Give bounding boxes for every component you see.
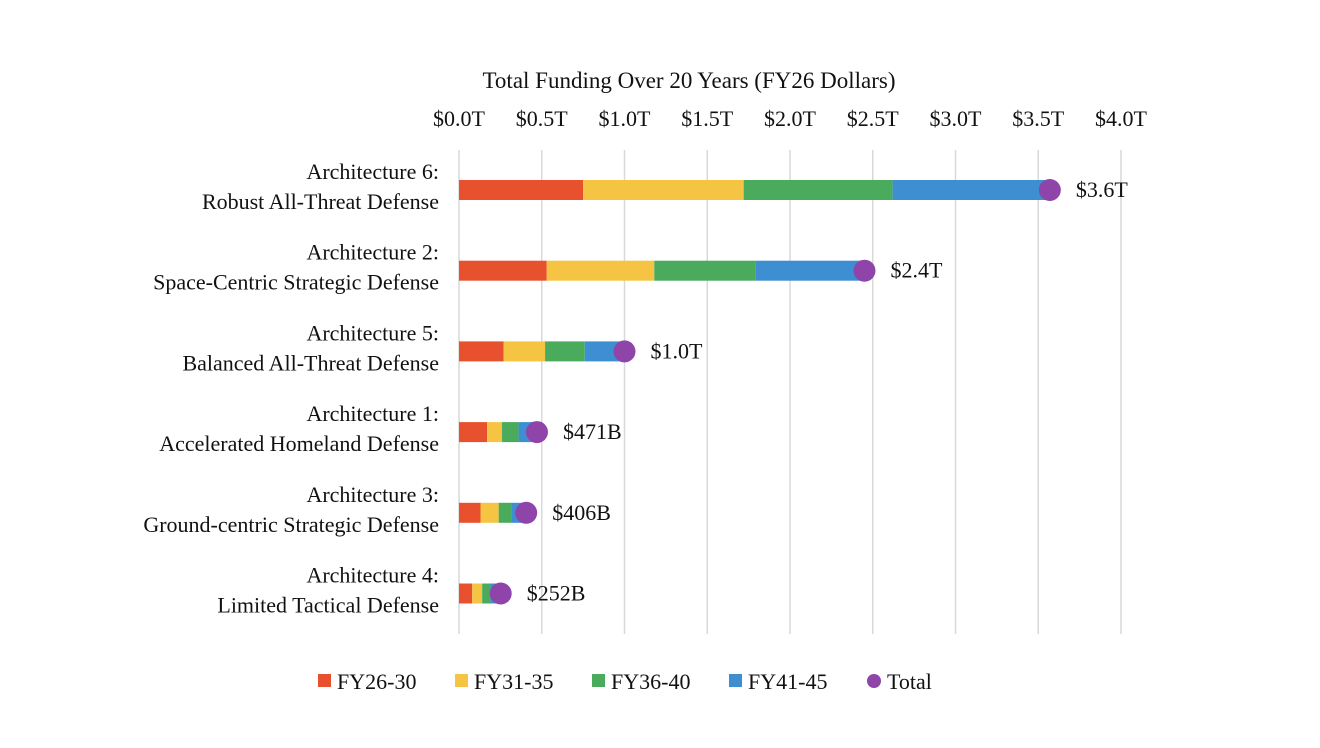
category-label-line1: Architecture 3: (306, 482, 439, 507)
total-marker (489, 582, 512, 605)
bar-segment-fy26-30 (459, 502, 481, 523)
total-data-label: $252B (527, 581, 586, 606)
total-data-label: $406B (552, 500, 611, 525)
bar-segment-fy26-30 (459, 180, 584, 200)
legend-swatch-total (867, 674, 881, 688)
x-tick-label: $2.5T (847, 106, 900, 131)
legend-label: FY26-30 (337, 669, 416, 694)
category-label-line2: Robust All-Threat Defense (202, 189, 439, 214)
bar-segment-fy36-40 (545, 341, 585, 362)
category-label-line2: Space-Centric Strategic Defense (153, 270, 439, 295)
category-label-line1: Architecture 4: (306, 563, 439, 588)
total-data-label: $2.4T (890, 258, 943, 283)
legend-label: FY41-45 (748, 669, 827, 694)
bar-segment-fy26-30 (459, 583, 473, 604)
bar-segment-fy36-40 (482, 583, 491, 604)
x-tick-label: $1.5T (681, 106, 734, 131)
x-tick-label: $3.0T (930, 106, 983, 131)
bar-segment-fy31-35 (546, 260, 655, 281)
total-data-label: $3.6T (1076, 177, 1129, 202)
category-label-line1: Architecture 1: (306, 401, 439, 426)
legend: FY26-30 FY31-35 FY36-40 FY41-45 Total (318, 669, 932, 694)
total-marker (515, 501, 538, 524)
total-marker (1038, 179, 1061, 201)
bar-segment-fy31-35 (472, 583, 483, 604)
legend-swatch-fy26-30 (318, 674, 331, 687)
x-tick-label: $2.0T (764, 106, 817, 131)
bar-segment-fy26-30 (459, 422, 488, 443)
category-label-line2: Balanced All-Threat Defense (182, 350, 439, 375)
total-marker (853, 259, 876, 282)
legend-label: Total (887, 669, 932, 694)
bar-segment-fy31-35 (583, 180, 744, 200)
x-axis-tick-labels: $0.0T $0.5T $1.0T $1.5T $2.0T $2.5T $3.0T $3.5T… (433, 106, 1148, 131)
bar-segment-fy26-30 (459, 260, 547, 281)
bar-segment-fy31-35 (503, 341, 546, 362)
bar-segment-fy36-40 (654, 260, 756, 281)
bar-segment-fy41-45 (584, 341, 625, 362)
bar-segment-fy41-45 (755, 260, 865, 281)
category-label-line2: Ground-centric Strategic Defense (143, 512, 439, 537)
bar-segment-fy31-35 (480, 502, 499, 523)
gridlines (458, 150, 1122, 634)
bar-segment-fy26-30 (459, 341, 504, 362)
category-label-line1: Architecture 5: (306, 320, 439, 345)
x-tick-label: $0.0T (433, 106, 486, 131)
bar-segment-fy36-40 (498, 502, 512, 523)
total-data-label: $1.0T (651, 338, 704, 363)
category-label-line2: Accelerated Homeland Defense (159, 431, 439, 456)
x-tick-label: $0.5T (516, 106, 569, 131)
x-tick-label: $4.0T (1095, 106, 1148, 131)
legend-swatch-fy41-45 (729, 674, 742, 687)
bar-segment-fy36-40 (502, 422, 519, 443)
chart-title: Total Funding Over 20 Years (FY26 Dollar… (482, 68, 895, 93)
x-tick-label: $1.0T (599, 106, 652, 131)
category-labels: Architecture 6: Robust All-Threat Defense… (143, 159, 439, 618)
bar-segment-fy36-40 (743, 180, 893, 200)
total-data-label: $471B (563, 419, 622, 444)
legend-label: FY31-35 (474, 669, 553, 694)
category-label-line2: Limited Tactical Defense (217, 593, 439, 618)
x-tick-label: $3.5T (1012, 106, 1065, 131)
bars: $3.6T $2.4T $1.0T $471B $406B $252B (459, 177, 1128, 606)
total-marker (613, 340, 636, 363)
category-label-line1: Architecture 2: (306, 240, 439, 265)
legend-label: FY36-40 (611, 669, 690, 694)
total-marker (525, 421, 548, 444)
bar-segment-fy41-45 (892, 180, 1050, 200)
category-label-line1: Architecture 6: (306, 159, 439, 184)
legend-swatch-fy31-35 (455, 674, 468, 687)
legend-swatch-fy36-40 (592, 674, 605, 687)
bar-segment-fy31-35 (487, 422, 503, 443)
